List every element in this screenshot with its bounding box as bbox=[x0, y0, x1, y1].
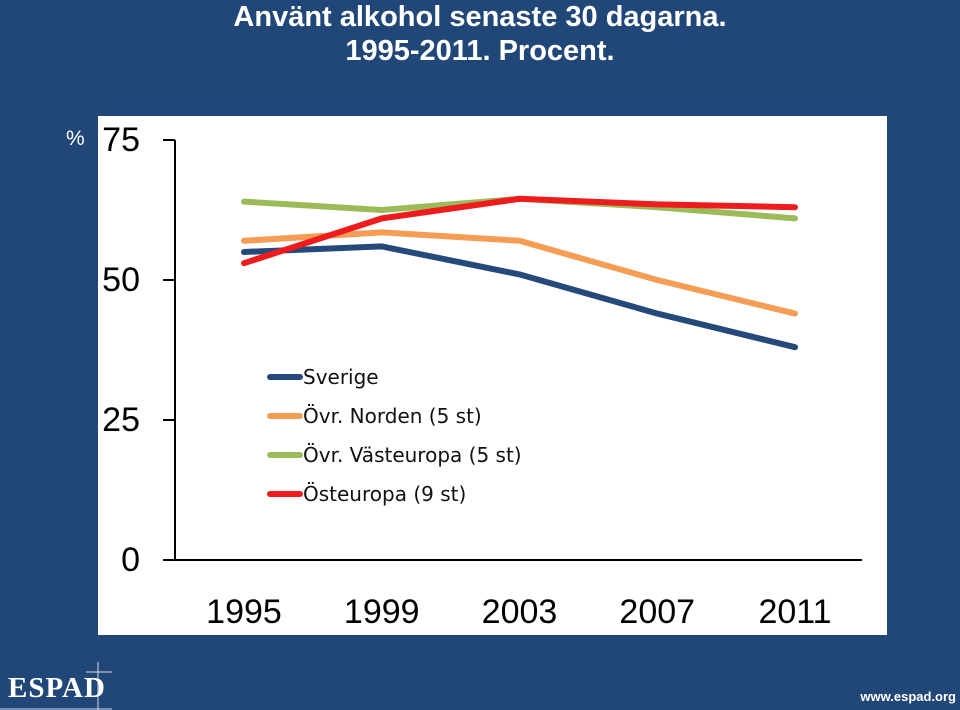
espad-logo: ESPAD bbox=[8, 672, 106, 704]
y-tick-label: 50 bbox=[102, 261, 140, 299]
espad-logo-frame bbox=[0, 662, 112, 710]
y-tick-label: 0 bbox=[121, 541, 140, 579]
x-tick-label: 2011 bbox=[758, 593, 831, 631]
legend-label: Sverige bbox=[303, 365, 379, 389]
y-tick-label: 25 bbox=[102, 401, 140, 439]
chart-title: Använt alkohol senaste 30 dagarna. 1995-… bbox=[100, 0, 860, 68]
series-line bbox=[241, 243, 798, 351]
y-unit-label: % bbox=[66, 127, 85, 150]
legend-label: Östeuropa (9 st) bbox=[303, 482, 466, 506]
chart-title-line-2: 1995-2011. Procent. bbox=[345, 35, 615, 67]
series-line bbox=[241, 195, 798, 267]
x-tick-label: 2003 bbox=[482, 593, 558, 631]
chart-title-line-1: Använt alkohol senaste 30 dagarna. bbox=[233, 1, 727, 33]
x-tick-label: 2007 bbox=[619, 593, 695, 631]
legend-label: Övr. Västeuropa (5 st) bbox=[303, 443, 522, 467]
x-tick-label: 1995 bbox=[206, 593, 282, 631]
footer-url[interactable]: www.espad.org bbox=[860, 689, 956, 704]
y-tick-label: 75 bbox=[102, 121, 140, 159]
x-tick-label: 1999 bbox=[344, 593, 420, 631]
legend-label: Övr. Norden (5 st) bbox=[303, 404, 482, 428]
